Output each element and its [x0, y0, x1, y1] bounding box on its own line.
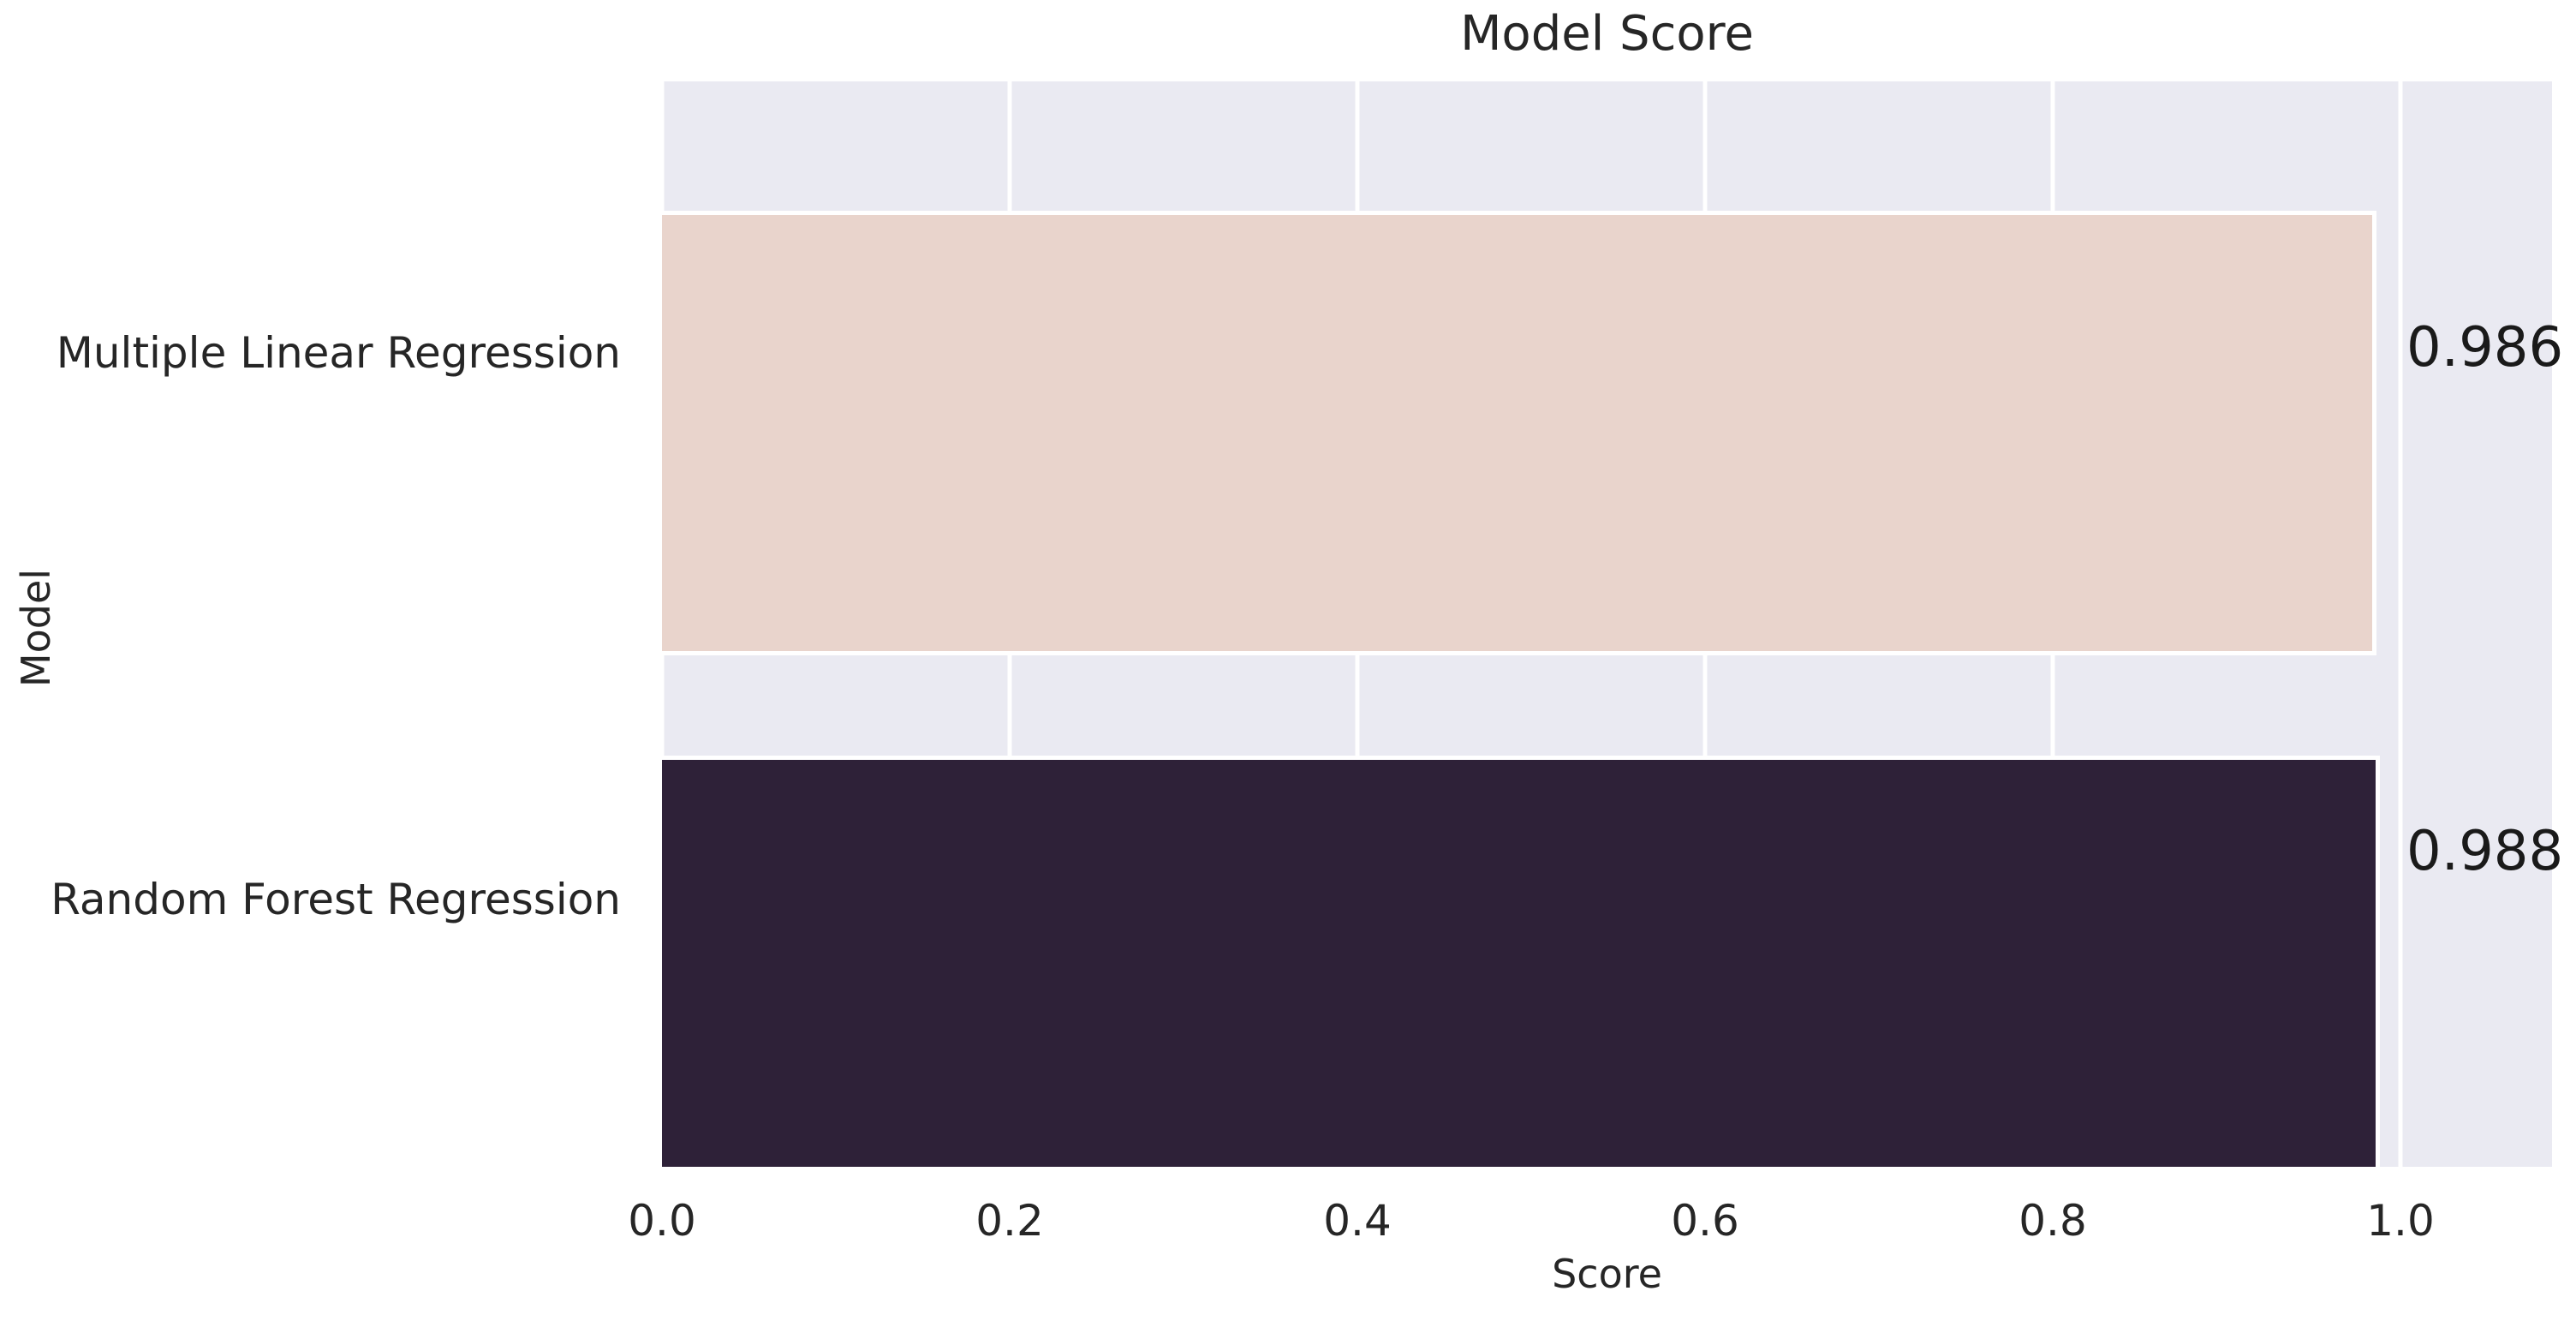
- chart-title: Model Score: [1460, 6, 1754, 62]
- x-tick-label: 0.2: [975, 1196, 1044, 1246]
- y-tick-label: Multiple Linear Regression: [56, 328, 621, 378]
- x-tick-label: 1.0: [2366, 1196, 2435, 1246]
- x-tick-label: 0.8: [2018, 1196, 2087, 1246]
- x-tick-label: 0.4: [1323, 1196, 1392, 1246]
- bar-random-forest-regression: [662, 756, 2380, 1167]
- x-axis-label: Score: [1552, 1251, 1662, 1297]
- y-tick-label: Random Forest Regression: [51, 875, 621, 924]
- x-tick-label: 0.6: [1671, 1196, 1739, 1246]
- x-tick-label: 0.0: [628, 1196, 696, 1246]
- y-axis-label: Model: [13, 568, 59, 688]
- bar-multiple-linear-regression: [662, 211, 2376, 655]
- value-label: 0.986: [2406, 316, 2564, 380]
- grid-line: [2398, 81, 2403, 1167]
- plot-area: [662, 81, 2552, 1167]
- value-label: 0.988: [2406, 820, 2564, 883]
